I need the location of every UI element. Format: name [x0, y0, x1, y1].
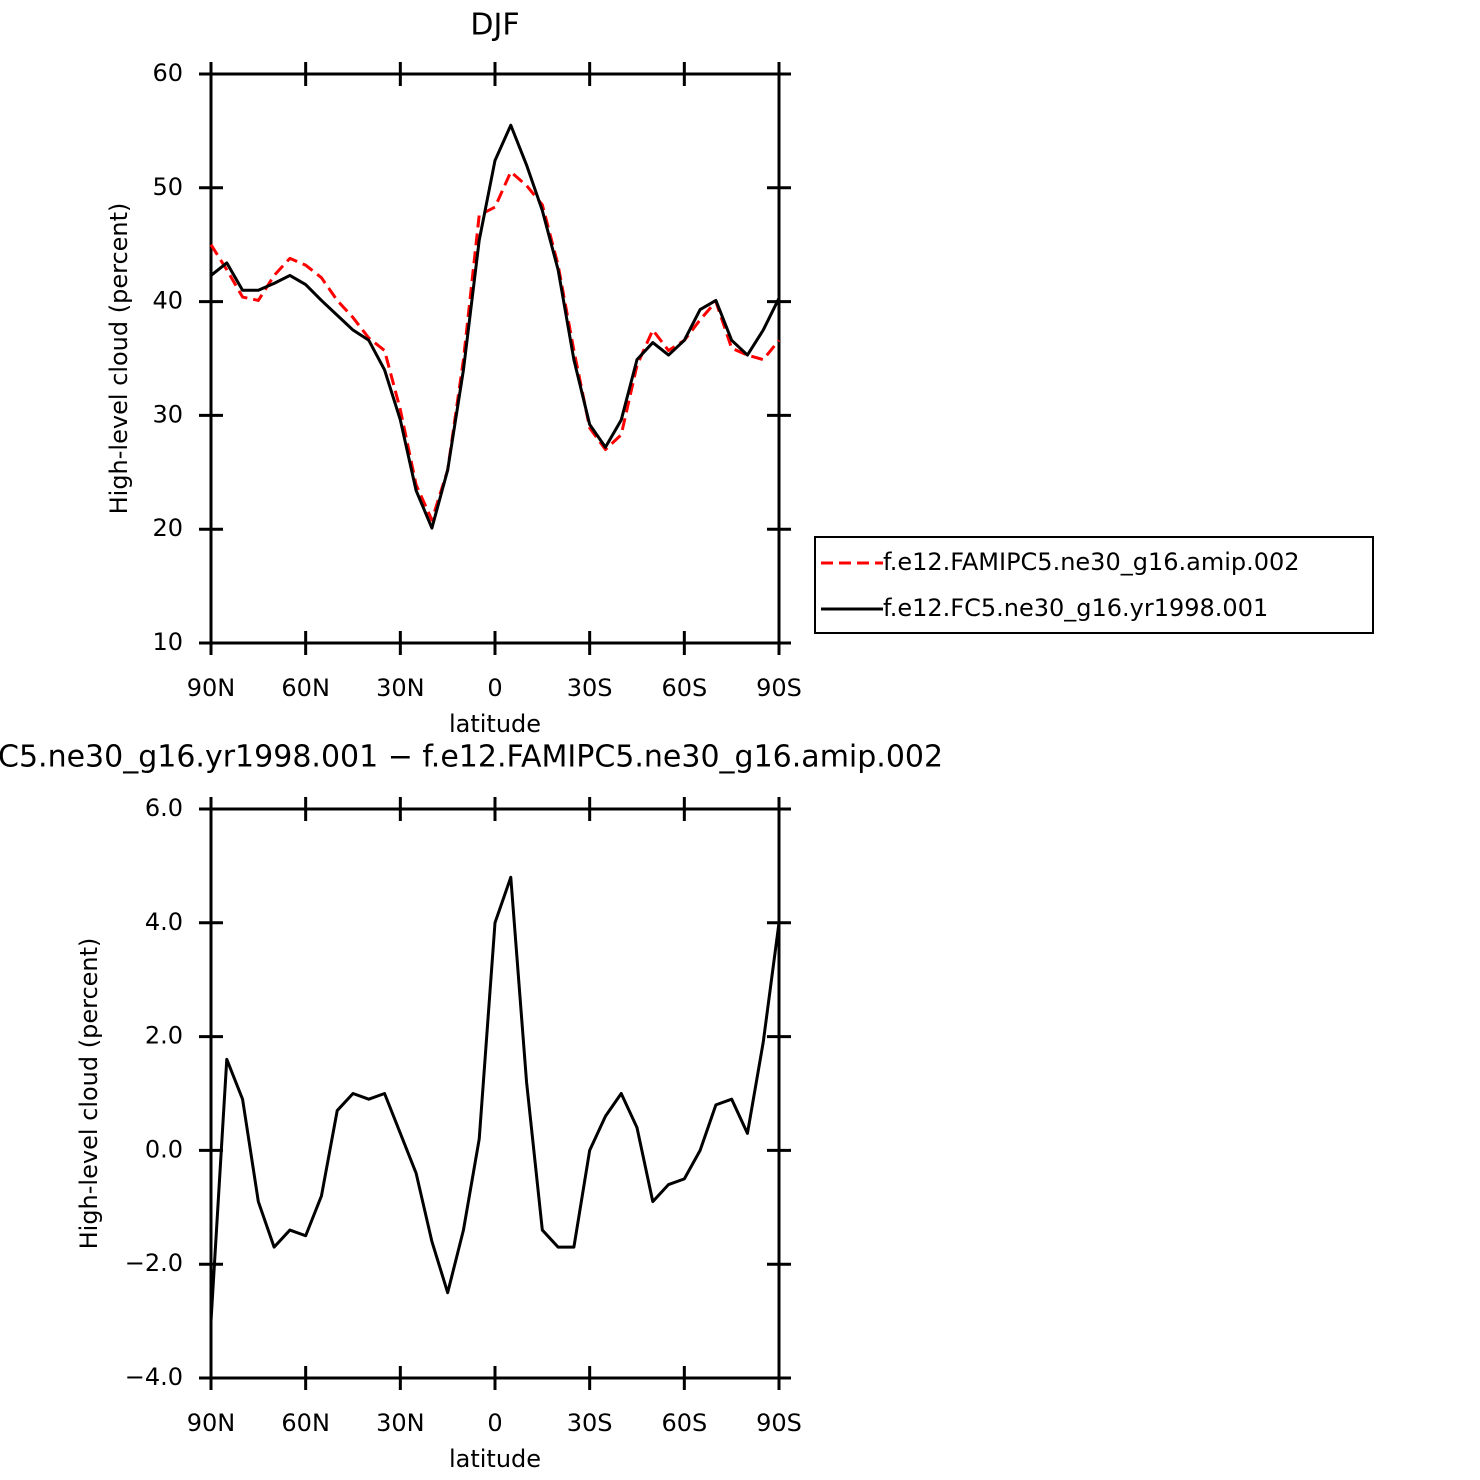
y-tick-label: 6.0 — [145, 794, 183, 822]
x-tick-label: 30S — [567, 1409, 613, 1437]
y-tick-label: 40 — [152, 287, 183, 315]
legend-label: f.e12.FC5.ne30_g16.yr1998.001 — [883, 594, 1268, 622]
y-axis-label: High-level cloud (percent) — [75, 938, 103, 1250]
y-tick-label: 50 — [152, 173, 183, 201]
data-line — [209, 170, 781, 522]
x-tick-label: 0 — [487, 1409, 502, 1437]
x-axis-label: latitude — [449, 710, 541, 738]
x-axis-label: latitude — [449, 1445, 541, 1473]
y-tick-label: 0.0 — [145, 1135, 183, 1163]
legend-box — [814, 536, 1374, 634]
plot-frame — [209, 807, 781, 1380]
x-tick-label: 60N — [281, 674, 330, 702]
x-tick-label: 90N — [187, 1409, 236, 1437]
x-tick-label: 30N — [376, 674, 425, 702]
x-tick-label: 0 — [487, 674, 502, 702]
x-tick-label: 90S — [756, 674, 802, 702]
y-tick-label: 10 — [152, 628, 183, 656]
y-tick-label: −2.0 — [125, 1249, 183, 1277]
y-tick-label: −4.0 — [125, 1363, 183, 1391]
data-line — [210, 123, 781, 530]
y-tick-label: 30 — [152, 400, 183, 428]
x-tick-label: 60N — [281, 1409, 330, 1437]
data-line — [209, 875, 781, 1322]
x-tick-label: 30S — [567, 674, 613, 702]
y-tick-label: 4.0 — [145, 908, 183, 936]
x-tick-label: 90N — [187, 674, 236, 702]
chart-title: DJF — [470, 8, 519, 43]
y-tick-label: 2.0 — [145, 1022, 183, 1050]
y-tick-label: 60 — [152, 59, 183, 87]
x-tick-label: 60S — [661, 674, 707, 702]
chart-title: C5.ne30_g16.yr1998.001 − f.e12.FAMIPC5.n… — [0, 740, 943, 775]
y-tick-label: 20 — [152, 514, 183, 542]
x-tick-label: 90S — [756, 1409, 802, 1437]
y-axis-label: High-level cloud (percent) — [105, 203, 133, 515]
legend-label: f.e12.FAMIPC5.ne30_g16.amip.002 — [883, 548, 1300, 576]
x-tick-label: 60S — [661, 1409, 707, 1437]
x-tick-label: 30N — [376, 1409, 425, 1437]
